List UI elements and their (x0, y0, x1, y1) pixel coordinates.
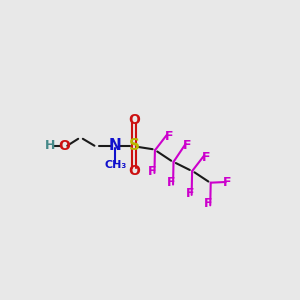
Text: O: O (128, 113, 140, 127)
Text: O: O (128, 164, 140, 178)
Text: F: F (202, 151, 210, 164)
Text: H: H (45, 139, 56, 152)
Text: S: S (128, 138, 140, 153)
Text: F: F (165, 130, 173, 143)
Text: N: N (109, 138, 122, 153)
Text: O: O (58, 139, 70, 153)
Text: F: F (183, 139, 192, 152)
Text: F: F (185, 187, 194, 200)
Text: F: F (204, 197, 213, 210)
Text: CH₃: CH₃ (104, 160, 127, 170)
Text: F: F (167, 176, 176, 189)
Text: F: F (148, 165, 157, 178)
Text: F: F (223, 176, 231, 189)
